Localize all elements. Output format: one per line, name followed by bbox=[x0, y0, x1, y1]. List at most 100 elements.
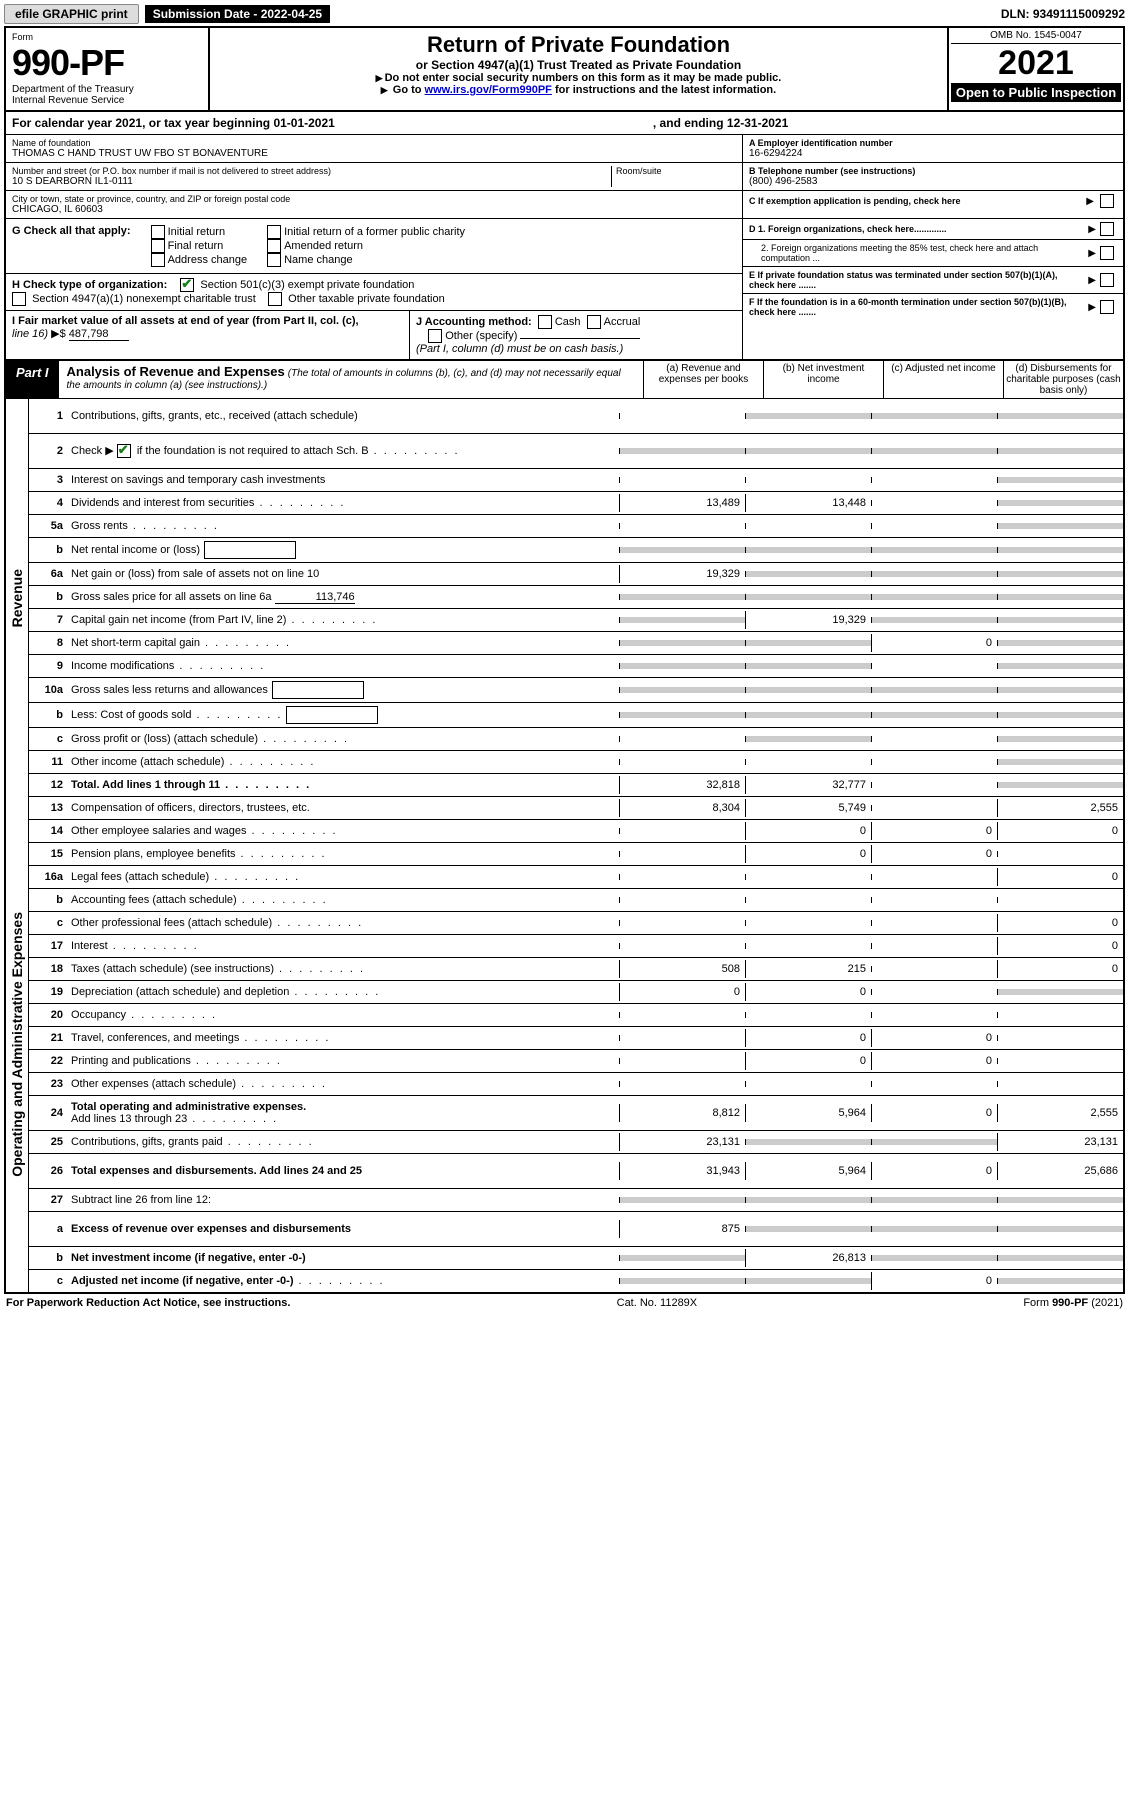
phone-label: B Telephone number (see instructions) bbox=[749, 166, 1117, 176]
h-501c3[interactable] bbox=[180, 278, 194, 292]
calendar-year-row: For calendar year 2021, or tax year begi… bbox=[6, 112, 1123, 135]
form-ref: Form 990-PF (2021) bbox=[1023, 1297, 1123, 1309]
col-b-hdr: (b) Net investment income bbox=[763, 361, 883, 398]
omb-number: OMB No. 1545-0047 bbox=[951, 30, 1121, 44]
page-footer: For Paperwork Reduction Act Notice, see … bbox=[4, 1294, 1125, 1312]
line-8: Net short-term capital gain bbox=[67, 634, 619, 652]
h-opt2: Section 4947(a)(1) nonexempt charitable … bbox=[32, 293, 256, 305]
part1-title: Analysis of Revenue and Expenses bbox=[67, 364, 285, 379]
g-name-change[interactable] bbox=[267, 253, 281, 267]
g-opt-1: Final return bbox=[168, 240, 224, 252]
d2-checkbox[interactable] bbox=[1100, 246, 1114, 260]
line-22: Printing and publications bbox=[67, 1052, 619, 1070]
line-4: Dividends and interest from securities bbox=[67, 494, 619, 512]
j-label: J Accounting method: bbox=[416, 316, 532, 328]
c-label: C If exemption application is pending, c… bbox=[749, 196, 961, 206]
line-17: Interest bbox=[67, 937, 619, 955]
d1-label: D 1. Foreign organizations, check here..… bbox=[749, 224, 1084, 234]
form990pf-link[interactable]: www.irs.gov/Form990PF bbox=[425, 84, 552, 96]
line-2: Check ▶ if the foundation is not require… bbox=[67, 441, 619, 461]
line-11: Other income (attach schedule) bbox=[67, 753, 619, 771]
g-opt-5: Name change bbox=[284, 254, 353, 266]
h-other-taxable[interactable] bbox=[268, 292, 282, 306]
g-initial-former[interactable] bbox=[267, 225, 281, 239]
addr-label: Number and street (or P.O. box number if… bbox=[12, 166, 611, 176]
ein-value: 16-6294224 bbox=[749, 148, 1117, 159]
g-d-block: G Check all that apply: Initial return F… bbox=[6, 219, 1123, 360]
tax-year: 2021 bbox=[951, 44, 1121, 83]
j-other-lbl: Other (specify) bbox=[445, 330, 517, 342]
line-6b: Gross sales price for all assets on line… bbox=[67, 588, 619, 607]
d2-label: 2. Foreign organizations meeting the 85%… bbox=[749, 243, 1084, 263]
schb-checkbox[interactable] bbox=[117, 444, 131, 458]
g-amended[interactable] bbox=[267, 239, 281, 253]
g-address-change[interactable] bbox=[151, 253, 165, 267]
f-label: F If the foundation is in a 60-month ter… bbox=[749, 297, 1084, 317]
c-checkbox[interactable] bbox=[1100, 194, 1114, 208]
e-label: E If private foundation status was termi… bbox=[749, 270, 1084, 290]
line-19: Depreciation (attach schedule) and deple… bbox=[67, 983, 619, 1001]
e-checkbox[interactable] bbox=[1100, 273, 1114, 287]
j-cash[interactable] bbox=[538, 315, 552, 329]
i-label: I Fair market value of all assets at end… bbox=[12, 315, 359, 327]
part1-header: Part I Analysis of Revenue and Expenses … bbox=[6, 360, 1123, 399]
revenue-side-label: Revenue bbox=[6, 399, 29, 797]
instr-ssn: Do not enter social security numbers on … bbox=[220, 72, 937, 84]
g-opt-2: Address change bbox=[168, 254, 248, 266]
g-opt-0: Initial return bbox=[168, 226, 225, 238]
i-line16: line 16) bbox=[12, 328, 48, 340]
f-checkbox[interactable] bbox=[1100, 300, 1114, 314]
h-opt3: Other taxable private foundation bbox=[288, 293, 445, 305]
line-16a: Legal fees (attach schedule) bbox=[67, 868, 619, 886]
line-9: Income modifications bbox=[67, 657, 619, 675]
line-27b: Net investment income (if negative, ente… bbox=[67, 1249, 619, 1267]
dln: DLN: 93491115009292 bbox=[1001, 7, 1125, 21]
line-23: Other expenses (attach schedule) bbox=[67, 1075, 619, 1093]
line-16b: Accounting fees (attach schedule) bbox=[67, 891, 619, 909]
form-subtitle: or Section 4947(a)(1) Trust Treated as P… bbox=[220, 58, 937, 72]
h-4947[interactable] bbox=[12, 292, 26, 306]
line-18: Taxes (attach schedule) (see instruction… bbox=[67, 960, 619, 978]
cat-no: Cat. No. 11289X bbox=[617, 1297, 698, 1309]
title-block: Form 990-PF Department of the Treasury I… bbox=[6, 28, 1123, 112]
j-other[interactable] bbox=[428, 329, 442, 343]
i-fmv-value: 487,798 bbox=[69, 328, 129, 341]
d1-checkbox[interactable] bbox=[1100, 222, 1114, 236]
room-label: Room/suite bbox=[616, 166, 736, 176]
line-1: Contributions, gifts, grants, etc., rece… bbox=[67, 407, 619, 425]
col-c-hdr: (c) Adjusted net income bbox=[883, 361, 1003, 398]
line-10a: Gross sales less returns and allowances bbox=[67, 678, 619, 702]
line-21: Travel, conferences, and meetings bbox=[67, 1029, 619, 1047]
cal-begin: For calendar year 2021, or tax year begi… bbox=[12, 116, 653, 130]
entity-info: Name of foundation THOMAS C HAND TRUST U… bbox=[6, 135, 1123, 219]
g-opt-3: Initial return of a former public charit… bbox=[284, 226, 465, 238]
line-24: Total operating and administrative expen… bbox=[67, 1098, 619, 1128]
expenses-side-label: Operating and Administrative Expenses bbox=[6, 797, 29, 1292]
col-a-hdr: (a) Revenue and expenses per books bbox=[643, 361, 763, 398]
city-label: City or town, state or province, country… bbox=[12, 194, 736, 204]
foundation-name: THOMAS C HAND TRUST UW FBO ST BONAVENTUR… bbox=[12, 148, 736, 159]
j-accrual[interactable] bbox=[587, 315, 601, 329]
submission-date: Submission Date - 2022-04-25 bbox=[145, 5, 330, 23]
line-13: Compensation of officers, directors, tru… bbox=[67, 799, 619, 817]
line-5b: Net rental income or (loss) bbox=[67, 538, 619, 562]
dept-irs: Internal Revenue Service bbox=[12, 95, 202, 106]
line-7: Capital gain net income (from Part IV, l… bbox=[67, 611, 619, 629]
col-d-hdr: (d) Disbursements for charitable purpose… bbox=[1003, 361, 1123, 398]
city-state-zip: CHICAGO, IL 60603 bbox=[12, 204, 736, 215]
form-container: Form 990-PF Department of the Treasury I… bbox=[4, 26, 1125, 1294]
form-title: Return of Private Foundation bbox=[220, 32, 937, 58]
line-5a: Gross rents bbox=[67, 517, 619, 535]
j-accrual-lbl: Accrual bbox=[604, 316, 641, 328]
h-label: H Check type of organization: bbox=[12, 279, 167, 291]
g-final-return[interactable] bbox=[151, 239, 165, 253]
efile-print-button[interactable]: efile GRAPHIC print bbox=[4, 4, 139, 24]
g-initial-return[interactable] bbox=[151, 225, 165, 239]
line-16c: Other professional fees (attach schedule… bbox=[67, 914, 619, 932]
j-cash-lbl: Cash bbox=[555, 316, 581, 328]
line-25: Contributions, gifts, grants paid bbox=[67, 1133, 619, 1151]
line-27c: Adjusted net income (if negative, enter … bbox=[67, 1272, 619, 1290]
line-6a: Net gain or (loss) from sale of assets n… bbox=[67, 565, 619, 583]
line-12: Total. Add lines 1 through 11 bbox=[67, 776, 619, 794]
h-opt1: Section 501(c)(3) exempt private foundat… bbox=[200, 279, 414, 291]
